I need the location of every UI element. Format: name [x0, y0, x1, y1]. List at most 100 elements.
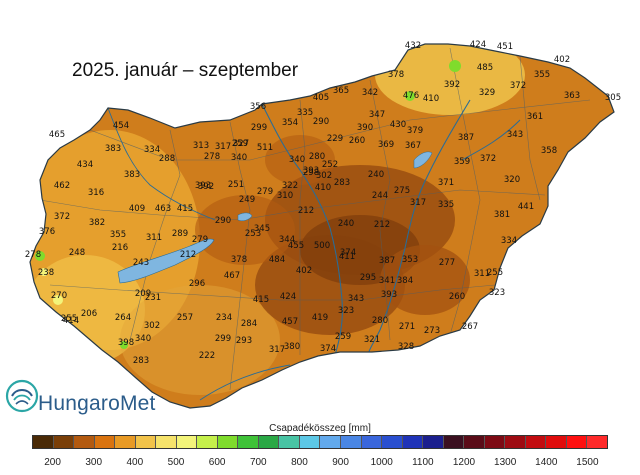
station-value-label: 485 — [477, 63, 493, 73]
station-value-label: 255 — [487, 268, 503, 278]
station-value-label: 271 — [399, 322, 415, 332]
station-value-label: 410 — [315, 183, 331, 193]
station-value-label: 284 — [241, 319, 257, 329]
station-value-label: 316 — [88, 188, 104, 198]
station-value-label: 299 — [215, 334, 231, 344]
station-value-label: 424 — [280, 292, 296, 302]
station-labels: 432 424 451 402 378 485 355 392 329 372 363 305 454 4… — [25, 40, 621, 366]
legend-color-cell — [258, 436, 280, 448]
station-value-label: 238 — [38, 268, 54, 278]
legend-color-cell — [546, 436, 567, 448]
station-value-label: 430 — [390, 120, 406, 130]
legend-tick-label: 1300 — [494, 457, 517, 468]
station-value-label: 374 — [340, 248, 356, 258]
station-value-label: 414 — [63, 316, 79, 326]
legend-color-cell — [382, 436, 403, 448]
station-value-label: 251 — [228, 180, 244, 190]
station-value-label: 279 — [257, 187, 273, 197]
station-value-label: 311 — [474, 269, 490, 279]
legend-tick-label: 1400 — [535, 457, 558, 468]
station-value-label: 393 — [303, 166, 319, 176]
station-value-label: 432 — [405, 41, 421, 51]
hungaromet-logo-icon — [5, 379, 39, 413]
legend-tick-label: 1500 — [576, 457, 599, 468]
legend-color-cell — [505, 436, 526, 448]
station-value-label: 260 — [449, 292, 465, 302]
station-value-label: 323 — [489, 288, 505, 298]
station-value-label: 372 — [54, 212, 70, 222]
station-value-label: 358 — [541, 146, 557, 156]
station-value-label: 457 — [282, 317, 298, 327]
station-value-label: 283 — [334, 178, 350, 188]
legend-tick-label: 1000 — [370, 457, 393, 468]
legend-tick-label: 500 — [167, 457, 185, 468]
station-value-label: 212 — [374, 220, 390, 230]
station-value-label: 252 — [322, 160, 338, 170]
station-value-label: 335 — [297, 108, 313, 118]
station-value-label: 410 — [423, 94, 439, 104]
station-value-label: 372 — [510, 81, 526, 91]
legend-tick-label: 700 — [249, 457, 267, 468]
station-value-label: 327 — [233, 139, 249, 149]
legend-color-cell — [464, 436, 485, 448]
station-value-label: 511 — [257, 143, 273, 153]
station-value-label: 240 — [368, 170, 384, 180]
station-value-label: 340 — [231, 153, 247, 163]
legend-color-cell — [217, 436, 239, 448]
station-value-label: 322 — [282, 181, 298, 191]
station-value-label: 455 — [288, 241, 304, 251]
station-value-label: 305 — [605, 93, 621, 103]
station-value-label: 402 — [554, 55, 570, 65]
station-value-label: 260 — [349, 136, 365, 146]
station-value-label: 280 — [372, 316, 388, 326]
station-value-label: 341 — [379, 276, 395, 286]
station-value-label: 249 — [239, 195, 255, 205]
station-value-label: 476 — [403, 91, 419, 101]
station-value-label: 278 — [25, 250, 41, 260]
station-value-label: 369 — [378, 140, 394, 150]
station-value-label: 240 — [338, 219, 354, 229]
station-value-label: 340 — [135, 334, 151, 344]
station-value-label: 347 — [369, 110, 385, 120]
station-value-label: 374 — [320, 344, 336, 354]
station-value-label: 345 — [254, 224, 270, 234]
station-value-label: 231 — [145, 293, 161, 303]
station-value-label: 354 — [282, 118, 298, 128]
station-value-label: 419 — [312, 313, 328, 323]
station-value-label: 359 — [454, 157, 470, 167]
station-value-label: 222 — [199, 351, 215, 361]
legend-color-cell — [423, 436, 444, 448]
hungary-outline — [29, 43, 615, 409]
station-value-label: 371 — [438, 178, 454, 188]
station-value-label: 484 — [269, 255, 285, 265]
legend-tick-label: 400 — [126, 457, 144, 468]
station-value-label: 321 — [364, 335, 380, 345]
station-value-label: 323 — [338, 306, 354, 316]
station-value-label: 257 — [177, 313, 193, 323]
map-title: 2025. január – szeptember — [72, 60, 299, 81]
station-value-label: 434 — [77, 160, 93, 170]
station-value-label: 379 — [407, 126, 423, 136]
legend-color-cell — [402, 436, 424, 448]
legend-tick-label: 600 — [208, 457, 226, 468]
station-value-label: 328 — [398, 342, 414, 352]
station-value-label: 415 — [253, 295, 269, 305]
station-value-label: 393 — [195, 181, 211, 191]
station-value-label: 317 — [269, 345, 285, 355]
station-value-label: 320 — [504, 175, 520, 185]
station-value-label: 290 — [215, 216, 231, 226]
station-value-label: 209 — [135, 289, 151, 299]
station-value-label: 296 — [189, 279, 205, 289]
station-value-label: 310 — [277, 191, 293, 201]
station-value-label: 415 — [177, 204, 193, 214]
station-value-label: 343 — [507, 130, 523, 140]
station-value-label: 361 — [527, 112, 543, 122]
station-value-label: 229 — [327, 134, 343, 144]
legend-color-bar — [32, 435, 608, 449]
legend-color-cell — [320, 436, 341, 448]
station-value-label: 311 — [146, 233, 162, 243]
legend-color-cell — [156, 436, 177, 448]
station-value-label: 465 — [49, 130, 65, 140]
station-value-label: 365 — [333, 86, 349, 96]
station-value-label: 313 — [193, 141, 209, 151]
